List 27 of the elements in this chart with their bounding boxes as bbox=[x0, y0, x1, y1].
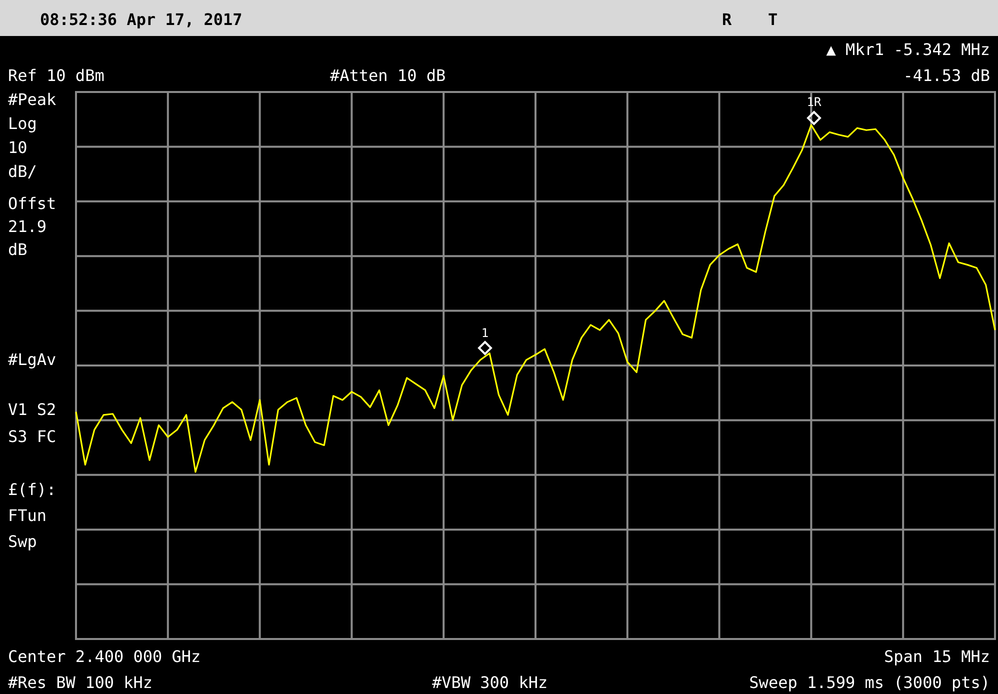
text: dB bbox=[8, 240, 28, 259]
text: 08:52:36 Apr 17, 2017 bbox=[40, 10, 242, 29]
text: #LgAv bbox=[8, 350, 56, 369]
text: dB/ bbox=[8, 162, 37, 181]
text: #Atten 10 dB bbox=[330, 66, 446, 85]
text: ▲ Mkr1 -5.342 MHz bbox=[826, 40, 990, 59]
annotation: 1 bbox=[481, 326, 489, 340]
text: Swp bbox=[8, 532, 37, 551]
text: Sweep 1.599 ms (3000 pts) bbox=[749, 673, 990, 692]
text: £(f): bbox=[8, 480, 56, 499]
text: -41.53 dB bbox=[903, 66, 990, 85]
text: V1 S2 bbox=[8, 400, 56, 419]
text: FTun bbox=[8, 506, 47, 525]
text: S3 FC bbox=[8, 427, 56, 446]
text: #Peak bbox=[8, 90, 57, 109]
text: Log bbox=[8, 114, 37, 133]
text: 10 bbox=[8, 138, 28, 157]
text: 1R bbox=[806, 95, 822, 109]
text: Ref 10 dBm bbox=[8, 66, 104, 85]
text: R bbox=[722, 10, 732, 29]
text: T bbox=[768, 10, 778, 29]
text: Center 2.400 000 GHz bbox=[8, 647, 201, 666]
text: Span 15 MHz bbox=[884, 647, 990, 666]
text: Offst bbox=[8, 194, 56, 213]
text: 21.9 bbox=[8, 217, 47, 236]
text: #VBW 300 kHz bbox=[432, 673, 548, 692]
text: #Res BW 100 kHz bbox=[8, 673, 152, 692]
